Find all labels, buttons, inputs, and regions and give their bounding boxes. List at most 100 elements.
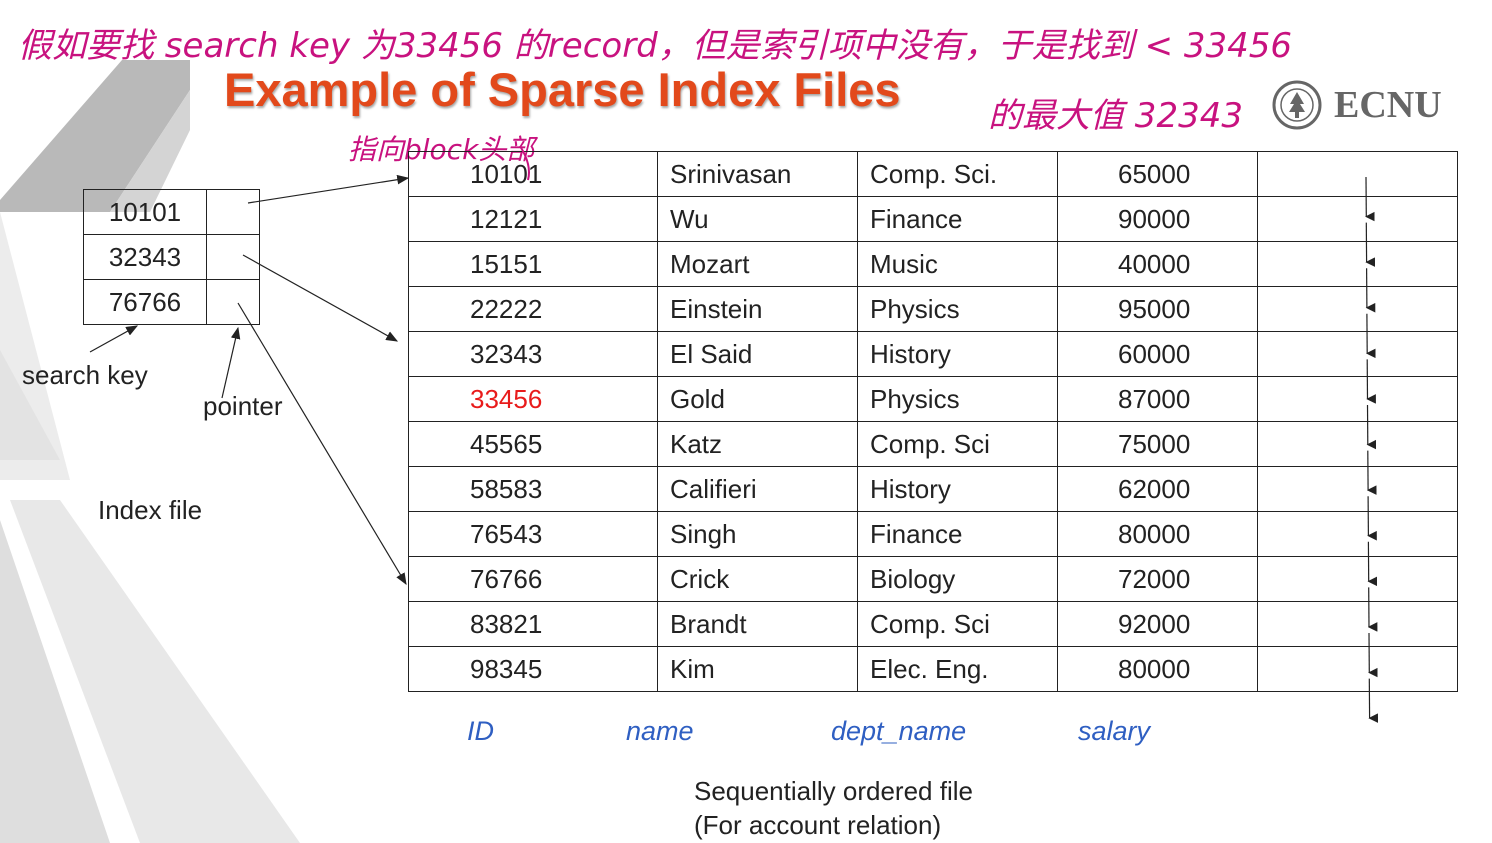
caption-line: (For account relation) bbox=[694, 810, 942, 840]
record-name: Katz bbox=[657, 421, 858, 467]
record-id: 33456 bbox=[408, 376, 658, 422]
background-shape bbox=[0, 90, 190, 212]
record-dept: History bbox=[857, 331, 1058, 377]
data-record-row: 10101 Srinivasan Comp. Sci. 65000 bbox=[408, 151, 1458, 197]
record-salary: 95000 bbox=[1057, 286, 1258, 332]
record-id: 58583 bbox=[408, 466, 658, 512]
record-salary: 92000 bbox=[1057, 601, 1258, 647]
background-shape bbox=[0, 350, 60, 460]
index-file-table: 10101 32343 76766 bbox=[83, 189, 260, 325]
record-dept: Finance bbox=[857, 511, 1058, 557]
record-dept: Comp. Sci. bbox=[857, 151, 1058, 197]
record-id: 76543 bbox=[408, 511, 658, 557]
handwritten-note: 的最大值 32343 bbox=[988, 96, 1243, 136]
record-name: Kim bbox=[657, 646, 858, 692]
index-pointer-cell bbox=[206, 279, 260, 325]
record-dept: Comp. Sci bbox=[857, 421, 1058, 467]
record-id: 83821 bbox=[408, 601, 658, 647]
record-pointer-cell bbox=[1257, 376, 1458, 422]
record-id: 12121 bbox=[408, 196, 658, 242]
data-record-row: 12121 Wu Finance 90000 bbox=[408, 196, 1458, 242]
index-search-key: 10101 bbox=[83, 189, 207, 235]
record-id: 22222 bbox=[408, 286, 658, 332]
data-record-row: 98345 Kim Elec. Eng. 80000 bbox=[408, 646, 1458, 692]
record-pointer-cell bbox=[1257, 286, 1458, 332]
index-search-key: 76766 bbox=[83, 279, 207, 325]
record-name: Wu bbox=[657, 196, 858, 242]
data-record-row: 32343 El Said History 60000 bbox=[408, 331, 1458, 377]
index-entry: 10101 bbox=[83, 189, 260, 235]
data-record-row: 22222 Einstein Physics 95000 bbox=[408, 286, 1458, 332]
record-salary: 75000 bbox=[1057, 421, 1258, 467]
record-dept: Music bbox=[857, 241, 1058, 287]
data-record-row: 83821 Brandt Comp. Sci 92000 bbox=[408, 601, 1458, 647]
record-salary: 87000 bbox=[1057, 376, 1258, 422]
record-id: 76766 bbox=[408, 556, 658, 602]
record-name: Mozart bbox=[657, 241, 858, 287]
record-dept: Comp. Sci bbox=[857, 601, 1058, 647]
record-salary: 72000 bbox=[1057, 556, 1258, 602]
data-record-row: 76766 Crick Biology 72000 bbox=[408, 556, 1458, 602]
record-name: Brandt bbox=[657, 601, 858, 647]
record-dept: Finance bbox=[857, 196, 1058, 242]
background-shape bbox=[10, 500, 300, 843]
record-dept: Biology bbox=[857, 556, 1058, 602]
search-key-label: search key bbox=[22, 360, 148, 390]
record-id: 32343 bbox=[408, 331, 658, 377]
column-label-dept-name: dept_name bbox=[831, 716, 967, 746]
record-pointer-cell bbox=[1257, 646, 1458, 692]
index-entry: 76766 bbox=[83, 279, 260, 325]
record-pointer-cell bbox=[1257, 556, 1458, 602]
record-name: El Said bbox=[657, 331, 858, 377]
record-salary: 80000 bbox=[1057, 511, 1258, 557]
logo-text: ECNU bbox=[1334, 84, 1442, 126]
data-record-row: 76543 Singh Finance 80000 bbox=[408, 511, 1458, 557]
background-shape bbox=[0, 520, 110, 843]
record-name: Crick bbox=[657, 556, 858, 602]
record-name: Singh bbox=[657, 511, 858, 557]
record-salary: 60000 bbox=[1057, 331, 1258, 377]
record-name: Einstein bbox=[657, 286, 858, 332]
record-salary: 80000 bbox=[1057, 646, 1258, 692]
record-pointer-cell bbox=[1257, 601, 1458, 647]
record-name: Gold bbox=[657, 376, 858, 422]
record-id: 45565 bbox=[408, 421, 658, 467]
record-id: 15151 bbox=[408, 241, 658, 287]
record-dept: Physics bbox=[857, 376, 1058, 422]
university-seal-icon bbox=[1272, 80, 1322, 130]
index-pointer-cell bbox=[206, 234, 260, 280]
data-record-row: 33456 Gold Physics 87000 bbox=[408, 376, 1458, 422]
column-label-salary: salary bbox=[1078, 716, 1151, 746]
record-id: 98345 bbox=[408, 646, 658, 692]
record-pointer-cell bbox=[1257, 466, 1458, 512]
record-dept: Elec. Eng. bbox=[857, 646, 1058, 692]
record-salary: 65000 bbox=[1057, 151, 1258, 197]
record-pointer-cell bbox=[1257, 511, 1458, 557]
record-dept: History bbox=[857, 466, 1058, 512]
column-label-id: ID bbox=[467, 716, 494, 746]
data-record-row: 58583 Califieri History 62000 bbox=[408, 466, 1458, 512]
record-pointer-cell bbox=[1257, 331, 1458, 377]
record-pointer-cell bbox=[1257, 151, 1458, 197]
record-pointer-cell bbox=[1257, 421, 1458, 467]
column-label-name: name bbox=[626, 716, 694, 746]
index-search-key: 32343 bbox=[83, 234, 207, 280]
page-title: Example of Sparse Index Files bbox=[224, 63, 901, 116]
record-pointer-cell bbox=[1257, 196, 1458, 242]
handwritten-note: 假如要找 search key 为33456 的record，但是索引项中没有，… bbox=[18, 26, 1293, 66]
record-id: 10101 bbox=[408, 151, 658, 197]
record-name: Srinivasan bbox=[657, 151, 858, 197]
index-file-label: Index file bbox=[98, 495, 203, 525]
record-salary: 40000 bbox=[1057, 241, 1258, 287]
index-entry: 32343 bbox=[83, 234, 260, 280]
record-pointer-cell bbox=[1257, 241, 1458, 287]
index-pointer-cell bbox=[206, 189, 260, 235]
record-dept: Physics bbox=[857, 286, 1058, 332]
data-file-table: 10101 Srinivasan Comp. Sci. 65000 12121 Wu Fin… bbox=[408, 151, 1458, 692]
record-salary: 90000 bbox=[1057, 196, 1258, 242]
background-shape bbox=[0, 60, 190, 212]
logo: ECNU bbox=[1272, 80, 1442, 130]
data-record-row: 45565 Katz Comp. Sci 75000 bbox=[408, 421, 1458, 467]
data-record-row: 15151 Mozart Music 40000 bbox=[408, 241, 1458, 287]
